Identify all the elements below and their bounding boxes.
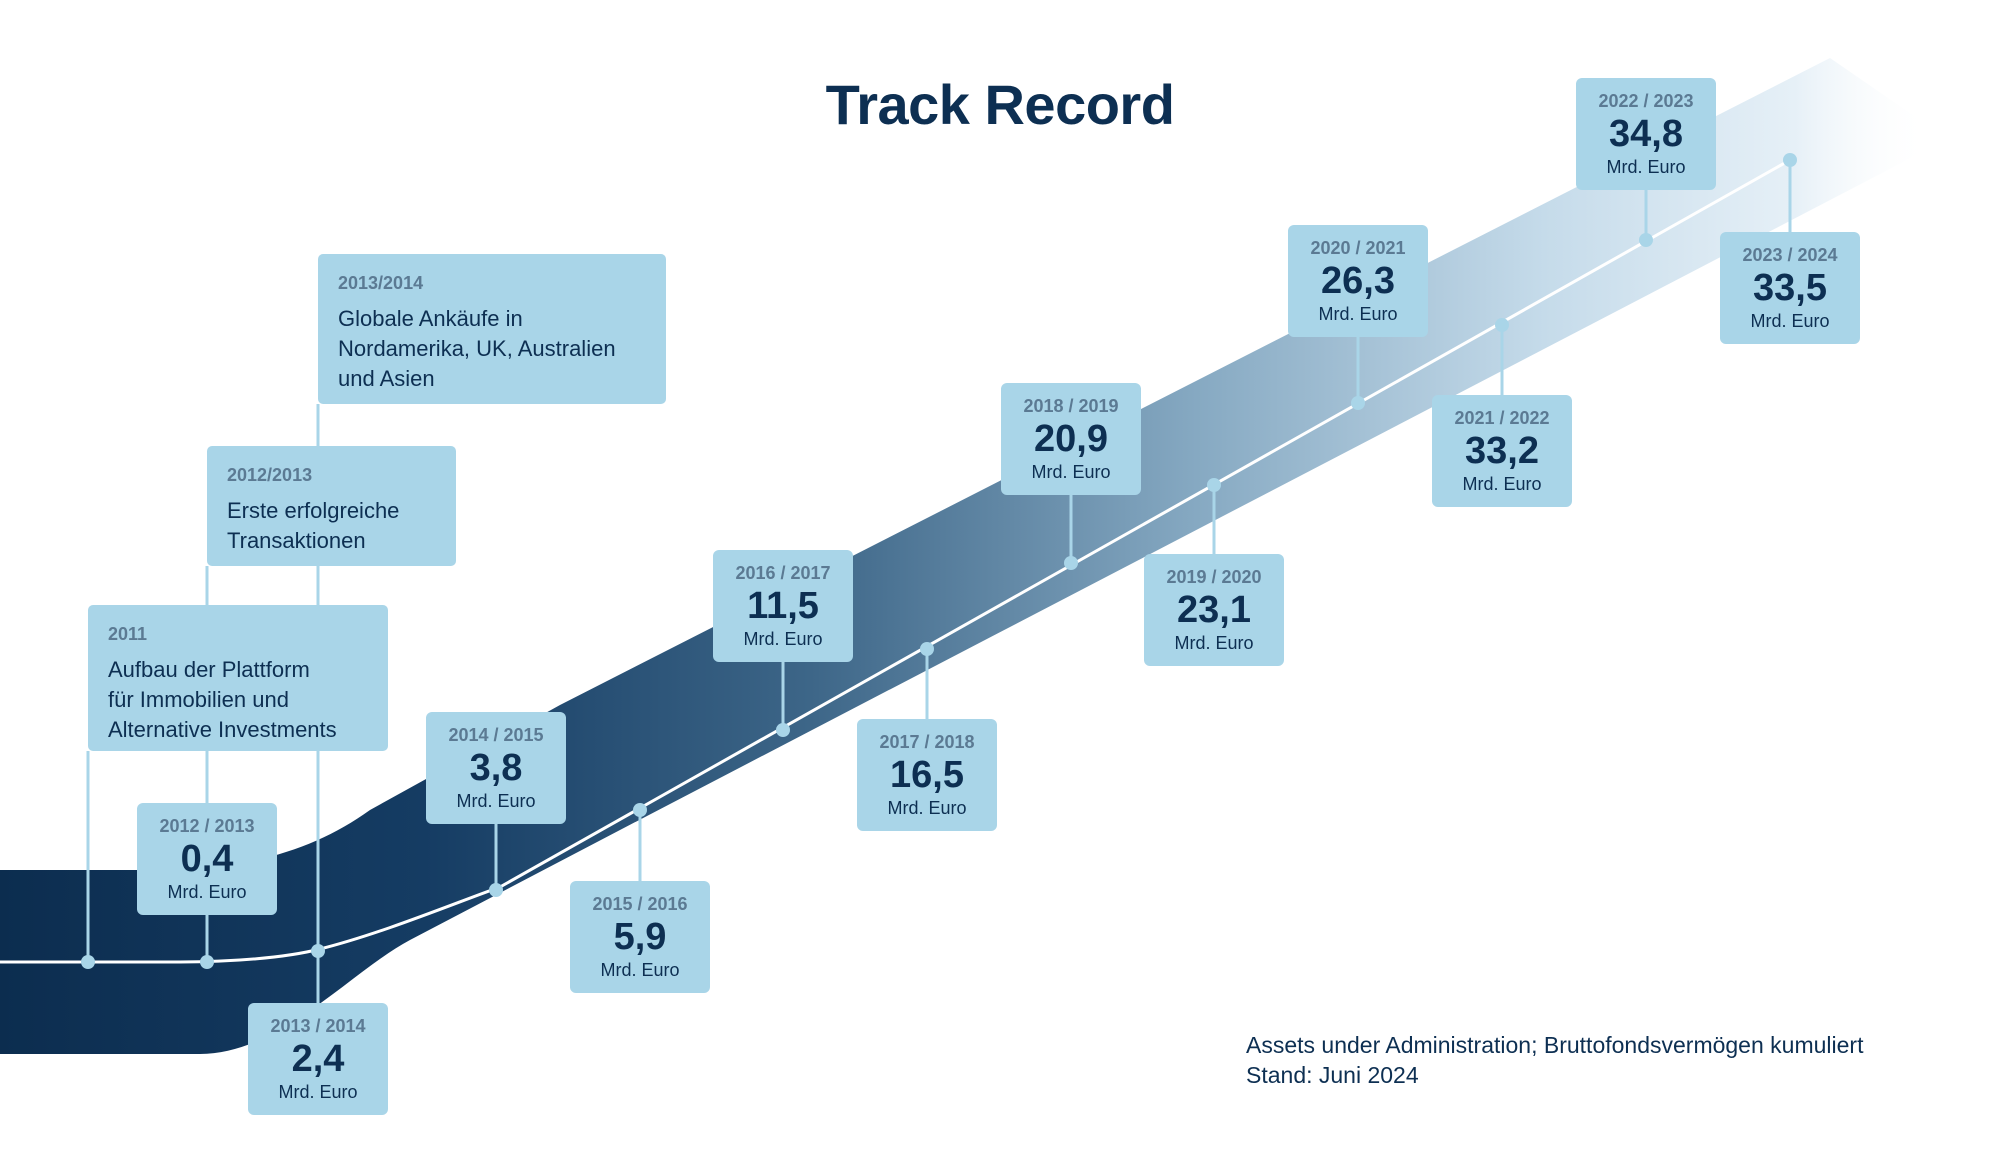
value-label: 23,1 <box>1177 589 1251 631</box>
event-box: 2012/2013 Erste erfolgreiche Transaktione… <box>207 446 456 566</box>
unit-label: Mrd. Euro <box>1750 311 1830 331</box>
value-box: 2020 / 2021 26,3 Mrd. Euro <box>1288 225 1428 337</box>
event-text: Globale Ankäufe in Nordamerika, UK, Aust… <box>338 306 616 391</box>
period-label: 2016 / 2017 <box>735 563 831 583</box>
event-year: 2013/2014 <box>338 273 424 293</box>
value-box: 2014 / 2015 3,8 Mrd. Euro <box>426 712 566 824</box>
value-box: 2019 / 2020 23,1 Mrd. Euro <box>1144 554 1284 666</box>
unit-label: Mrd. Euro <box>1318 304 1398 324</box>
footnote-line-1: Assets under Administration; Bruttofonds… <box>1246 1032 1864 1058</box>
footnote-line-2: Stand: Juni 2024 <box>1246 1062 1419 1088</box>
timeline-dots <box>81 153 1797 969</box>
period-label: 2015 / 2016 <box>592 894 688 914</box>
timeline-dot <box>200 955 214 969</box>
period-label: 2014 / 2015 <box>448 725 544 745</box>
event-text: Erste erfolgreiche Transaktionen <box>227 498 400 553</box>
period-label: 2017 / 2018 <box>879 732 975 752</box>
unit-label: Mrd. Euro <box>278 1082 358 1102</box>
value-label: 34,8 <box>1609 113 1683 155</box>
timeline-dot <box>489 883 503 897</box>
timeline-dot <box>633 803 647 817</box>
timeline-dot <box>1639 233 1653 247</box>
value-box: 2018 / 2019 20,9 Mrd. Euro <box>1001 383 1141 495</box>
connector-lines <box>86 160 1792 1003</box>
value-box: 2015 / 2016 5,9 Mrd. Euro <box>570 881 710 993</box>
event-box: 2011 Aufbau der Plattform für Immobilien … <box>88 605 388 751</box>
period-label: 2022 / 2023 <box>1598 91 1694 111</box>
value-label: 11,5 <box>747 585 819 627</box>
timeline-dot <box>1495 318 1509 332</box>
event-box: 2013/2014 Globale Ankäufe in Nordamerika,… <box>318 254 666 404</box>
timeline-dot <box>1351 396 1365 410</box>
value-label: 16,5 <box>890 754 964 796</box>
value-label: 3,8 <box>469 747 523 789</box>
value-box: 2012 / 2013 0,4 Mrd. Euro <box>137 803 277 915</box>
period-label: 2023 / 2024 <box>1742 245 1838 265</box>
footnote: Assets under Administration; Bruttofonds… <box>1246 1030 1863 1090</box>
value-label: 33,5 <box>1753 267 1827 309</box>
period-label: 2012 / 2013 <box>159 816 255 836</box>
period-label: 2019 / 2020 <box>1166 567 1262 587</box>
value-label: 20,9 <box>1034 418 1108 460</box>
timeline-dot <box>1064 556 1078 570</box>
event-year: 2012/2013 <box>227 465 313 485</box>
unit-label: Mrd. Euro <box>600 960 680 980</box>
unit-label: Mrd. Euro <box>456 791 536 811</box>
period-label: 2018 / 2019 <box>1023 396 1119 416</box>
value-box: 2023 / 2024 33,5 Mrd. Euro <box>1720 232 1860 344</box>
timeline-dot <box>311 944 325 958</box>
timeline-dot <box>920 642 934 656</box>
period-label: 2021 / 2022 <box>1454 408 1550 428</box>
event-year: 2011 <box>108 624 148 644</box>
event-dot <box>81 955 95 969</box>
event-text: Aufbau der Plattform für Immobilien und … <box>108 657 337 742</box>
period-label: 2013 / 2014 <box>270 1016 366 1036</box>
value-label: 26,3 <box>1321 260 1395 302</box>
timeline-dot <box>1207 478 1221 492</box>
value-label: 5,9 <box>613 916 667 958</box>
unit-label: Mrd. Euro <box>167 882 247 902</box>
timeline-dot <box>776 723 790 737</box>
unit-label: Mrd. Euro <box>743 629 823 649</box>
value-box: 2016 / 2017 11,5 Mrd. Euro <box>713 550 853 662</box>
chart-title: Track Record <box>825 73 1175 136</box>
value-box: 2013 / 2014 2,4 Mrd. Euro <box>248 1003 388 1115</box>
unit-label: Mrd. Euro <box>1606 157 1686 177</box>
unit-label: Mrd. Euro <box>1031 462 1111 482</box>
value-box: 2021 / 2022 33,2 Mrd. Euro <box>1432 395 1572 507</box>
unit-label: Mrd. Euro <box>1462 474 1542 494</box>
period-label: 2020 / 2021 <box>1310 238 1406 258</box>
unit-label: Mrd. Euro <box>887 798 967 818</box>
timeline-dot <box>1783 153 1797 167</box>
value-box: 2017 / 2018 16,5 Mrd. Euro <box>857 719 997 831</box>
value-box: 2022 / 2023 34,8 Mrd. Euro <box>1576 78 1716 190</box>
unit-label: Mrd. Euro <box>1174 633 1254 653</box>
value-label: 2,4 <box>291 1038 345 1080</box>
value-label: 0,4 <box>180 838 234 880</box>
value-label: 33,2 <box>1465 430 1539 472</box>
